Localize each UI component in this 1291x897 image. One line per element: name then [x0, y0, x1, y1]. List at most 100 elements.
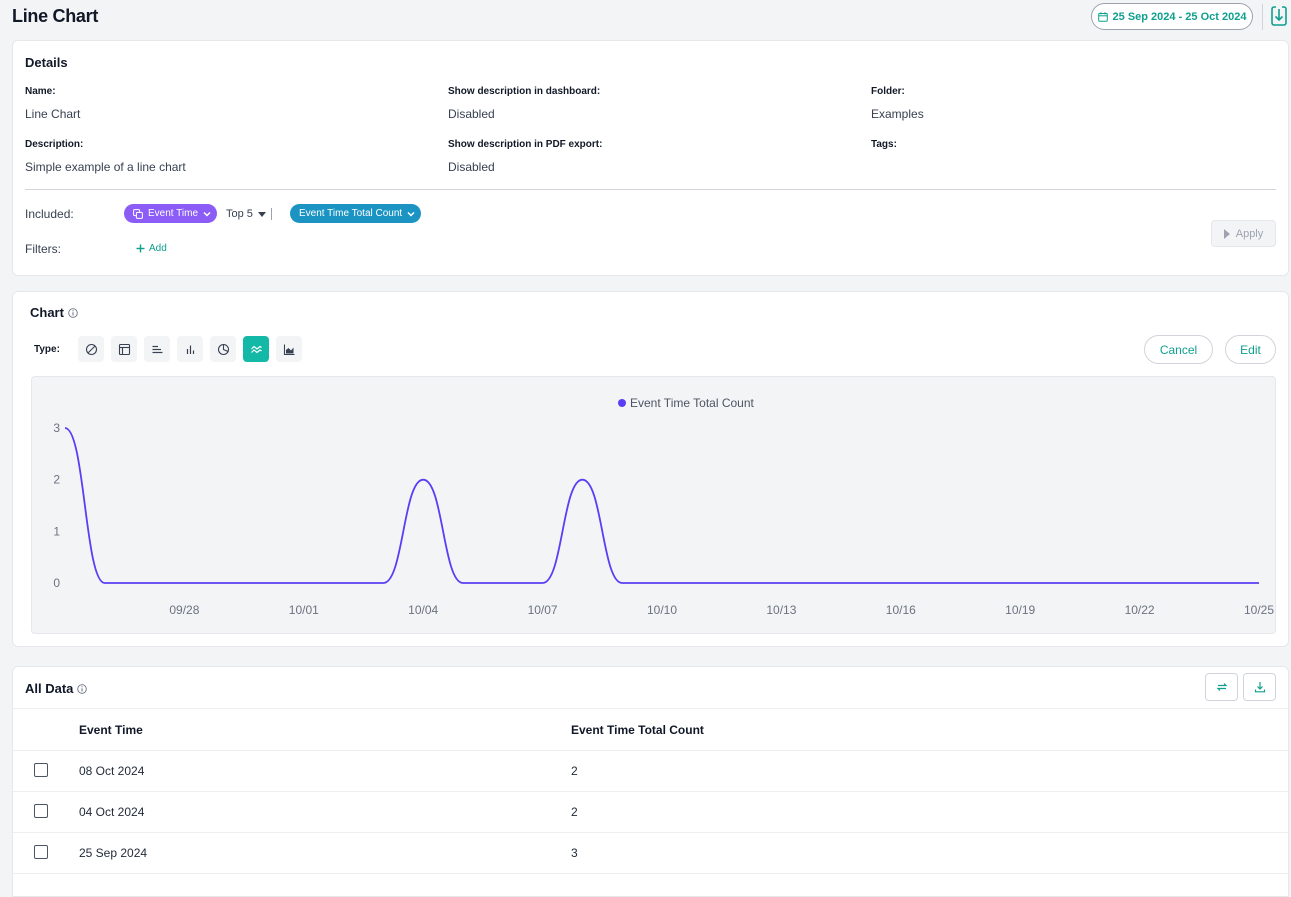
- calendar-icon: [1097, 11, 1108, 22]
- play-icon: [1223, 228, 1230, 239]
- chevron-down-icon: [203, 211, 211, 217]
- download-icon: [1254, 682, 1265, 693]
- cell-event-time: 25 Sep 2024: [79, 846, 148, 860]
- details-divider: [25, 189, 1276, 190]
- add-filter-label: Add: [149, 243, 167, 254]
- info-icon[interactable]: [77, 683, 88, 694]
- description-value: Simple example of a line chart: [25, 160, 186, 174]
- chart-type-vertical-bar-button[interactable]: [177, 336, 203, 362]
- x-tick-label: 10/13: [766, 603, 796, 617]
- x-tick-label: 10/16: [886, 603, 916, 617]
- legend-marker: [618, 399, 626, 407]
- download-button[interactable]: [1243, 673, 1276, 701]
- name-label: Name:: [25, 86, 56, 97]
- x-tick-label: 10/07: [528, 603, 558, 617]
- vertical-bar-icon: [186, 345, 194, 354]
- page-title: Line Chart: [12, 6, 99, 26]
- area-chart-icon: [283, 344, 294, 355]
- line-chart: Event Time Total Count 0 1 2 3 09/28 10/01 10/0…: [53, 396, 1274, 617]
- included-dimension-label: Event Time: [148, 208, 199, 219]
- apply-label: Apply: [1235, 227, 1264, 240]
- chart-type-pie-button[interactable]: [210, 336, 236, 362]
- x-tick-label: 10/25: [1244, 603, 1274, 617]
- refresh-icon: [1216, 683, 1227, 691]
- chart-type-line-button[interactable]: [243, 336, 269, 362]
- table-row-divider: [13, 791, 1290, 792]
- details-card: Details Name: Line Chart Description: Si…: [12, 40, 1289, 276]
- x-tick-label: 09/28: [169, 603, 199, 617]
- folder-value: Examples: [871, 107, 924, 121]
- top-n-separator: [270, 208, 272, 220]
- name-value: Line Chart: [25, 107, 81, 121]
- cell-event-time: 04 Oct 2024: [79, 805, 145, 819]
- details-title: Details: [25, 55, 68, 70]
- y-tick-label: 2: [53, 473, 60, 487]
- series-line-event-time-total-count: [64, 427, 1259, 584]
- filters-label: Filters:: [25, 242, 61, 256]
- cell-total-count: 2: [571, 805, 578, 819]
- date-range-label: 25 Sep 2024 - 25 Oct 2024: [1112, 10, 1247, 23]
- all-data-header: All Data: [25, 681, 88, 696]
- chart-type-table-button[interactable]: [111, 336, 137, 362]
- cell-total-count: 2: [571, 764, 578, 778]
- chart-card: Chart Type: Cancel Edit Event Time Total…: [12, 291, 1289, 647]
- all-data-title: All Data: [25, 681, 74, 696]
- copy-icon: [133, 208, 143, 219]
- column-header-event-time[interactable]: Event Time: [79, 723, 143, 737]
- cancel-button[interactable]: Cancel: [1144, 335, 1213, 364]
- type-label: Type:: [34, 344, 60, 355]
- chart-header: Chart: [30, 305, 78, 320]
- x-tick-label: 10/19: [1005, 603, 1035, 617]
- horizontal-bar-icon: [152, 345, 162, 353]
- chart-title: Chart: [30, 305, 64, 320]
- table-top-divider: [13, 708, 1290, 709]
- top-n-label: Top 5: [226, 208, 253, 220]
- show-desc-pdf-value: Disabled: [448, 160, 495, 174]
- all-data-card: All Data Event Time Event Time Total Cou…: [12, 666, 1290, 897]
- cell-total-count: 3: [571, 846, 578, 860]
- row-checkbox[interactable]: [34, 804, 48, 818]
- show-desc-pdf-label: Show description in PDF export:: [448, 139, 603, 150]
- x-tick-label: 10/22: [1125, 603, 1155, 617]
- folder-label: Folder:: [871, 86, 905, 97]
- column-header-total-count[interactable]: Event Time Total Count: [571, 723, 704, 737]
- pie-chart-icon: [217, 343, 229, 355]
- included-label: Included:: [25, 207, 74, 221]
- table-row-divider: [13, 832, 1290, 833]
- x-tick-label: 10/04: [408, 603, 438, 617]
- cell-event-time: 08 Oct 2024: [79, 764, 145, 778]
- ban-icon: [85, 343, 97, 355]
- header-divider: [1262, 4, 1263, 30]
- row-checkbox[interactable]: [34, 763, 48, 777]
- tags-label: Tags:: [871, 139, 897, 150]
- table-row-divider: [13, 873, 1290, 874]
- edit-button[interactable]: Edit: [1225, 335, 1276, 364]
- y-tick-label: 0: [53, 576, 60, 590]
- add-filter-button[interactable]: Add: [136, 243, 167, 254]
- caret-down-icon: [257, 211, 266, 217]
- x-tick-label: 10/01: [289, 603, 319, 617]
- apply-button[interactable]: Apply: [1211, 220, 1276, 247]
- show-desc-dashboard-label: Show description in dashboard:: [448, 86, 601, 97]
- chart-plot-area: Event Time Total Count 0 1 2 3 09/28 10/01 10/0…: [31, 376, 1276, 634]
- table-icon: [118, 343, 130, 355]
- top-n-dropdown[interactable]: Top 5: [226, 208, 272, 220]
- date-range-picker[interactable]: 25 Sep 2024 - 25 Oct 2024: [1091, 3, 1253, 30]
- refresh-button[interactable]: [1205, 673, 1238, 701]
- chart-type-none-button[interactable]: [78, 336, 104, 362]
- description-label: Description:: [25, 139, 84, 150]
- export-download-icon[interactable]: [1270, 5, 1288, 27]
- chart-type-horizontal-bar-button[interactable]: [144, 336, 170, 362]
- included-dimension-pill[interactable]: Event Time: [124, 204, 218, 223]
- chart-type-area-button[interactable]: [276, 336, 302, 362]
- row-checkbox[interactable]: [34, 845, 48, 859]
- plus-icon: [136, 244, 145, 253]
- show-desc-dashboard-value: Disabled: [448, 107, 495, 121]
- included-measure-pill[interactable]: Event Time Total Count: [290, 204, 422, 223]
- chevron-down-icon: [407, 211, 415, 217]
- table-header-divider: [13, 750, 1290, 751]
- line-chart-icon: [250, 345, 262, 353]
- info-icon[interactable]: [68, 307, 78, 318]
- y-tick-label: 3: [53, 421, 60, 435]
- included-measure-label: Event Time Total Count: [299, 208, 403, 219]
